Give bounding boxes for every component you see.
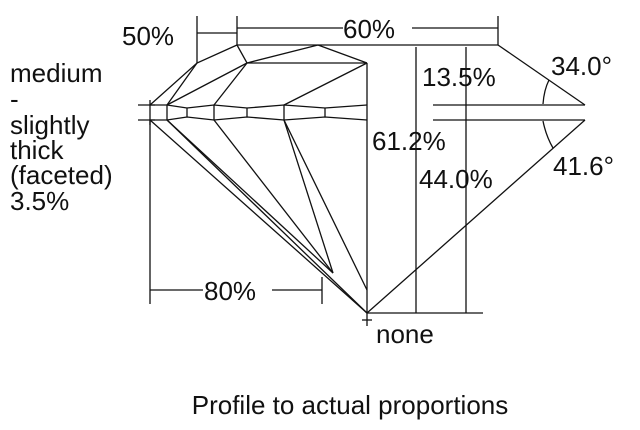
girdle-label-line: (faceted): [10, 160, 113, 190]
girdle-label-line: thick: [10, 135, 64, 165]
pavilion-depth-label: 44.0%: [419, 164, 493, 194]
culet-label: none: [376, 319, 434, 349]
girdle-label-line: slightly: [10, 110, 89, 140]
girdle-label-line: medium: [10, 58, 102, 88]
girdle-label: medium - slightly thick (faceted) 3.5%: [10, 58, 113, 216]
diamond-outline: [138, 16, 586, 326]
girdle-label-line: -: [10, 84, 19, 114]
crown-angle-label: 34.0°: [551, 51, 612, 81]
crown-height-label: 13.5%: [422, 62, 496, 92]
lower-half-label: 80%: [204, 276, 256, 306]
table-label: 60%: [343, 14, 395, 44]
caption: Profile to actual proportions: [192, 390, 509, 420]
crown-half-label: 50%: [122, 21, 174, 51]
total-depth-label: 61.2%: [372, 126, 446, 156]
girdle-label-line: 3.5%: [10, 186, 69, 216]
pavilion-angle-label: 41.6°: [553, 151, 614, 181]
